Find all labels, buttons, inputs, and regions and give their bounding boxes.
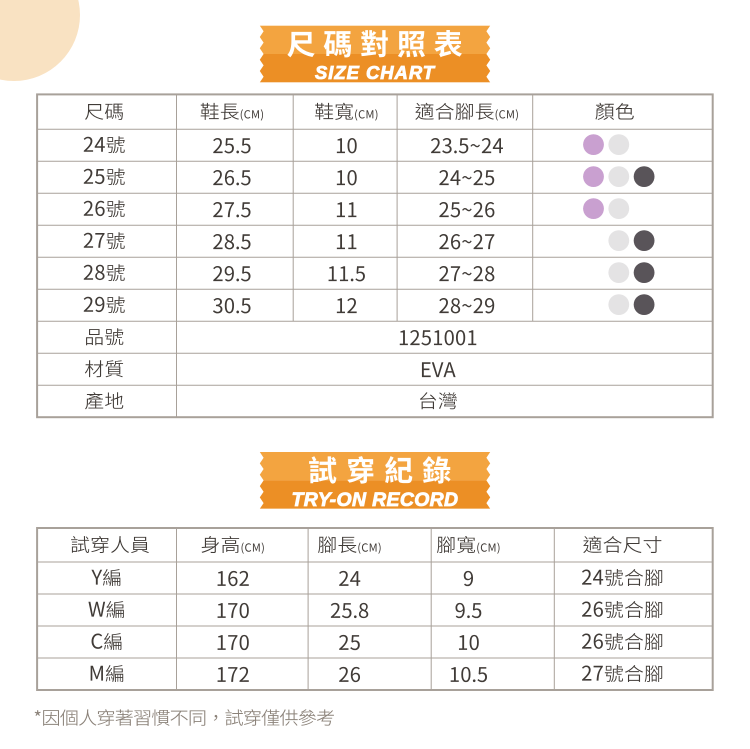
svg-text:TRY-ON RECORD: TRY-ON RECORD [292,489,459,511]
svg-text:SIZE CHART: SIZE CHART [315,62,436,83]
